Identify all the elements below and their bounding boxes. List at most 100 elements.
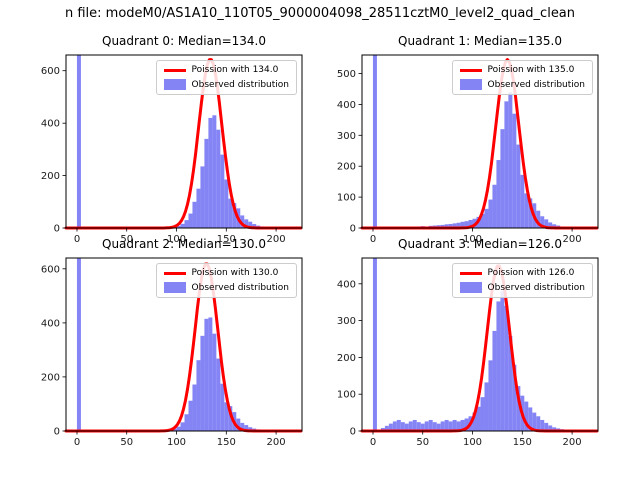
- hist-bar: [460, 419, 465, 431]
- quadrant-1-legend: Poission with 135.0 Observed distributio…: [451, 60, 593, 95]
- y-tick-label: 200: [41, 171, 60, 182]
- x-tick-label: 100: [463, 437, 482, 448]
- hist-bar: [200, 335, 205, 431]
- hist-bar: [428, 419, 433, 431]
- figure-suptitle: n file: modeM0/AS1A10_110T05_9000004098_…: [64, 6, 576, 21]
- legend-row-poisson: Poission with 135.0: [459, 65, 585, 75]
- hist-bar: [544, 219, 549, 228]
- axes-frame: [65, 257, 303, 432]
- hist-bar: [440, 224, 445, 228]
- hist-bar: [540, 216, 545, 228]
- y-tick-label: 400: [41, 318, 60, 329]
- legend-row-observed: Observed distribution: [163, 282, 289, 293]
- hist-bar: [404, 423, 409, 431]
- y-tick-label: 0: [54, 427, 60, 438]
- hist-bar: [440, 421, 445, 431]
- hist-bar: [228, 198, 233, 228]
- quadrant-0-legend: Poission with 134.0 Observed distributio…: [155, 60, 297, 95]
- legend-row-poisson: Poission with 130.0: [163, 268, 289, 278]
- hist-bar: [464, 418, 469, 431]
- hist-bar: [396, 419, 401, 431]
- axes-frame: [361, 257, 599, 432]
- hist-bar: [248, 221, 253, 228]
- hist-bar: [484, 382, 489, 431]
- hist-bar: [204, 138, 209, 228]
- x-tick-label: 0: [74, 437, 80, 448]
- poisson-legend-label: Poission with 134.0: [191, 65, 279, 75]
- hist-bar: [444, 419, 449, 431]
- hist-bar: [488, 360, 493, 431]
- hist-bar: [516, 386, 521, 431]
- hist-bar: [216, 358, 221, 431]
- poisson-legend-label: Poission with 130.0: [191, 268, 279, 278]
- hist-bar: [208, 117, 213, 228]
- x-tick-label: 50: [416, 437, 429, 448]
- hist-bar: [492, 330, 497, 431]
- hist-bar: [424, 421, 429, 431]
- hist-bar: [188, 400, 193, 431]
- hist-bar: [384, 425, 389, 431]
- hist-bar: [512, 113, 517, 228]
- hist-bar: [548, 425, 553, 431]
- y-tick-label: 200: [337, 353, 356, 364]
- hist-bar: [512, 364, 517, 431]
- hist-bar: [236, 418, 241, 431]
- hist-bar: [528, 198, 533, 228]
- hist-bar: [420, 423, 425, 431]
- x-tick-label: 150: [513, 437, 532, 448]
- observed-legend-label: Observed distribution: [487, 282, 585, 293]
- x-tick-label: 0: [370, 437, 376, 448]
- hist-bar: [464, 221, 469, 228]
- hist-bar: [548, 222, 553, 228]
- hist-bar: [520, 174, 525, 228]
- hist-bar: [472, 412, 477, 431]
- y-tick-label: 0: [350, 224, 356, 235]
- hist-bar: [180, 422, 185, 431]
- axes-frame: [361, 54, 599, 229]
- hist-bar: [220, 154, 225, 228]
- hist-bar: [224, 179, 229, 228]
- quadrant-2-legend: Poission with 130.0 Observed distributio…: [155, 263, 297, 298]
- x-tick-label: 100: [463, 234, 482, 245]
- quadrant-2-canvas: 0 50 100 150 200 0 200 400 600: [41, 257, 303, 448]
- hist-bar: [480, 213, 485, 228]
- hist-bar: [452, 419, 457, 431]
- quadrant-2-title: Quadrant 2: Median=130.0: [102, 237, 266, 251]
- hist-bar: [516, 144, 521, 228]
- poisson-line-swatch: [459, 68, 482, 72]
- observed-patch-swatch: [459, 79, 482, 90]
- hist-bar: [188, 213, 193, 228]
- hist-bar: [388, 423, 393, 431]
- hist-bar: [400, 422, 405, 431]
- y-tick-label: 0: [54, 224, 60, 235]
- hist-bar: [212, 115, 217, 228]
- hist-bar: [524, 193, 529, 228]
- x-tick-label: 0: [370, 234, 376, 245]
- poisson-legend-label: Poission with 126.0: [487, 268, 575, 278]
- quadrant-1-title: Quadrant 1: Median=135.0: [398, 34, 562, 48]
- hist-bar: [412, 419, 417, 431]
- hist-bar: [504, 101, 509, 228]
- poisson-line-swatch: [163, 271, 186, 275]
- hist-bar: [248, 427, 253, 431]
- quadrant-3-canvas: 0 50 100 150 200 0 100 200 300 400: [337, 257, 599, 448]
- hist-bar: [500, 291, 505, 431]
- hist-bar: [552, 427, 557, 431]
- x-tick-label: 100: [167, 234, 186, 245]
- hist-bar: [184, 220, 189, 228]
- hist-bar: [240, 422, 245, 431]
- hist-bar: [544, 422, 549, 431]
- hist-bar: [176, 225, 181, 228]
- hist-bar: [216, 129, 221, 228]
- hist-bar: [212, 333, 217, 431]
- hist-bar: [204, 318, 209, 431]
- hist-bar: [192, 384, 197, 431]
- hist-bar: [456, 222, 461, 228]
- poisson-line-swatch: [459, 271, 482, 275]
- subplot-quadrant-3: Quadrant 3: Median=126.0 0 50 100 150 200 0 10…: [337, 237, 599, 448]
- legend-row-observed: Observed distribution: [459, 282, 585, 293]
- hist-bar: [476, 406, 481, 431]
- x-tick-label: 100: [167, 437, 186, 448]
- hist-bar: [528, 407, 533, 431]
- quadrant-3-legend: Poission with 126.0 Observed distributio…: [451, 263, 593, 298]
